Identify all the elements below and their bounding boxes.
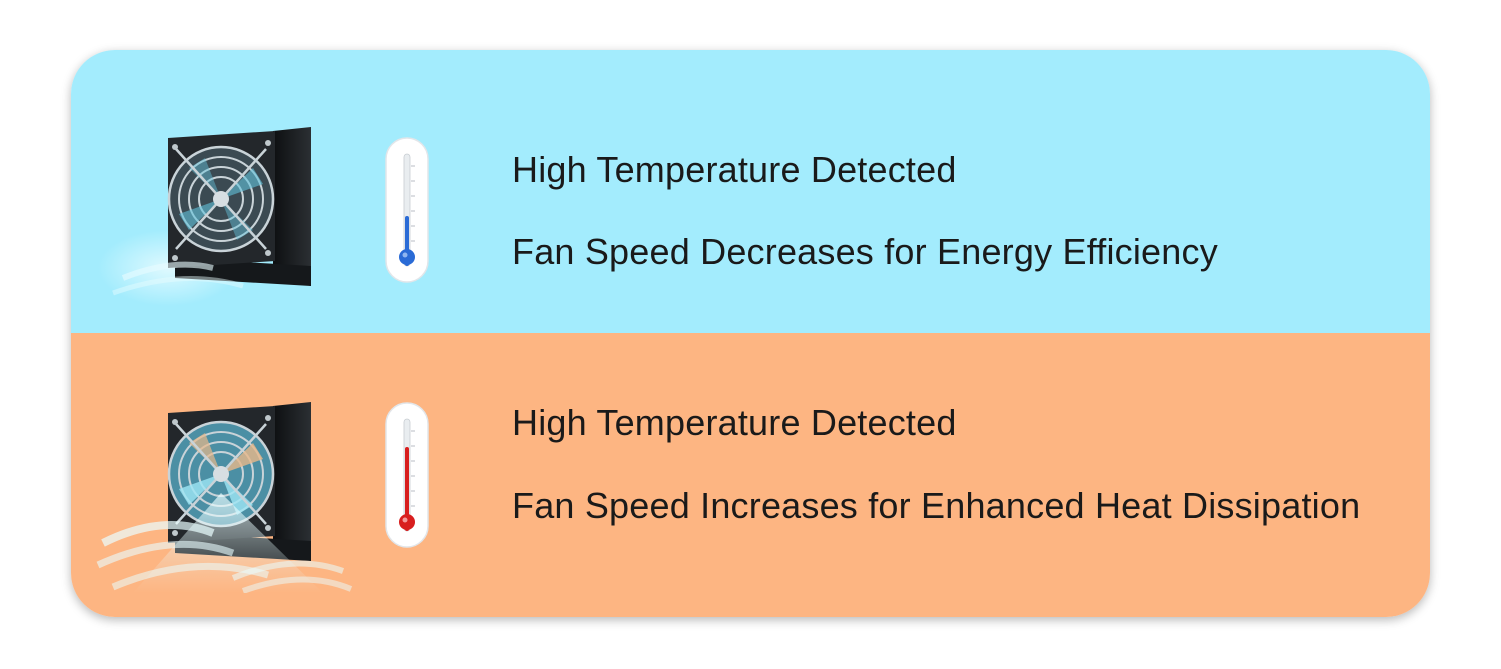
fan-icon bbox=[98, 127, 311, 306]
fan-speed-description: Fan Speed Decreases for Energy Efficienc… bbox=[512, 231, 1218, 272]
high-temperature-panel: High Temperature Detected Fan Speed Incr… bbox=[71, 333, 1430, 617]
fan-speed-card: High Temperature Detected Fan Speed Decr… bbox=[71, 50, 1430, 617]
thermometer-icon bbox=[385, 137, 429, 283]
fan-icon bbox=[96, 402, 353, 593]
status-heading: High Temperature Detected bbox=[512, 149, 957, 190]
thermometer-icon bbox=[385, 402, 429, 548]
fan-speed-description: Fan Speed Increases for Enhanced Heat Di… bbox=[512, 485, 1361, 526]
status-heading: High Temperature Detected bbox=[512, 402, 957, 443]
low-temperature-panel: High Temperature Detected Fan Speed Decr… bbox=[71, 50, 1430, 333]
